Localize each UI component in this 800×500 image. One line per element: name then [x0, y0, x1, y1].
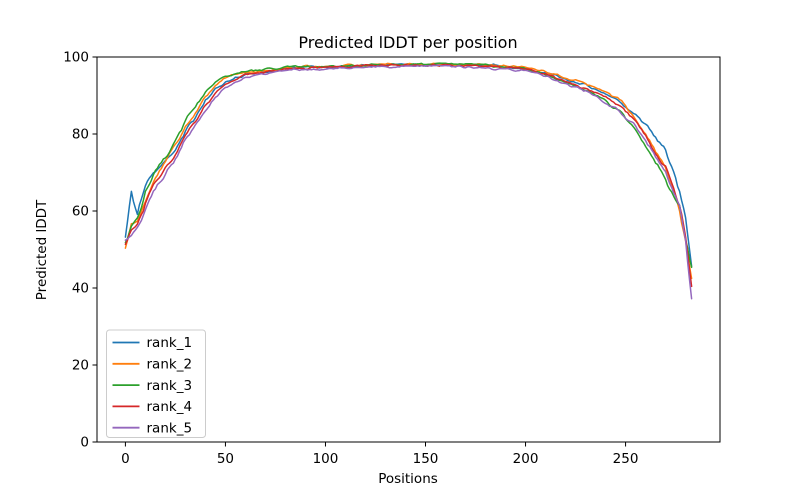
legend-box — [106, 329, 206, 438]
y-tick-label: 40 — [72, 281, 89, 297]
x-tick-label: 100 — [313, 451, 339, 467]
y-tick-label: 0 — [80, 435, 89, 451]
y-tick-label: 60 — [72, 204, 89, 220]
legend-label-rank_3: rank_3 — [147, 378, 193, 394]
y-tick-label: 80 — [72, 127, 89, 143]
series-line-rank_3 — [124, 62, 693, 269]
legend-label-rank_2: rank_2 — [147, 357, 193, 373]
y-axis-label: Predicted lDDT — [34, 199, 50, 300]
legend: rank_1 rank_2 rank_3 rank_4 rank_5 — [106, 329, 206, 438]
x-tick-label: 200 — [513, 451, 539, 467]
x-tick-label: 150 — [413, 451, 439, 467]
legend-label-rank_5: rank_5 — [147, 420, 193, 436]
series-line-rank_5 — [124, 64, 693, 300]
series-line-rank_2 — [124, 62, 693, 280]
plot-border — [96, 56, 721, 443]
x-tick-label: 0 — [121, 451, 130, 467]
axes: 0 50 100 150 200 250 0 20 40 60 80 100 — [63, 50, 721, 467]
x-tick-label: 50 — [217, 451, 234, 467]
x-axis-label: Positions — [378, 471, 438, 487]
chart-title: Predicted lDDT per position — [298, 33, 517, 52]
series-line-rank_1 — [124, 62, 693, 267]
series-line-rank_4 — [124, 63, 693, 288]
y-tick-label: 20 — [72, 358, 89, 374]
series-lines — [124, 62, 693, 300]
x-tick-label: 250 — [613, 451, 639, 467]
legend-label-rank_1: rank_1 — [147, 335, 193, 351]
y-tick-label: 100 — [63, 50, 89, 66]
legend-label-rank_4: rank_4 — [147, 399, 193, 415]
